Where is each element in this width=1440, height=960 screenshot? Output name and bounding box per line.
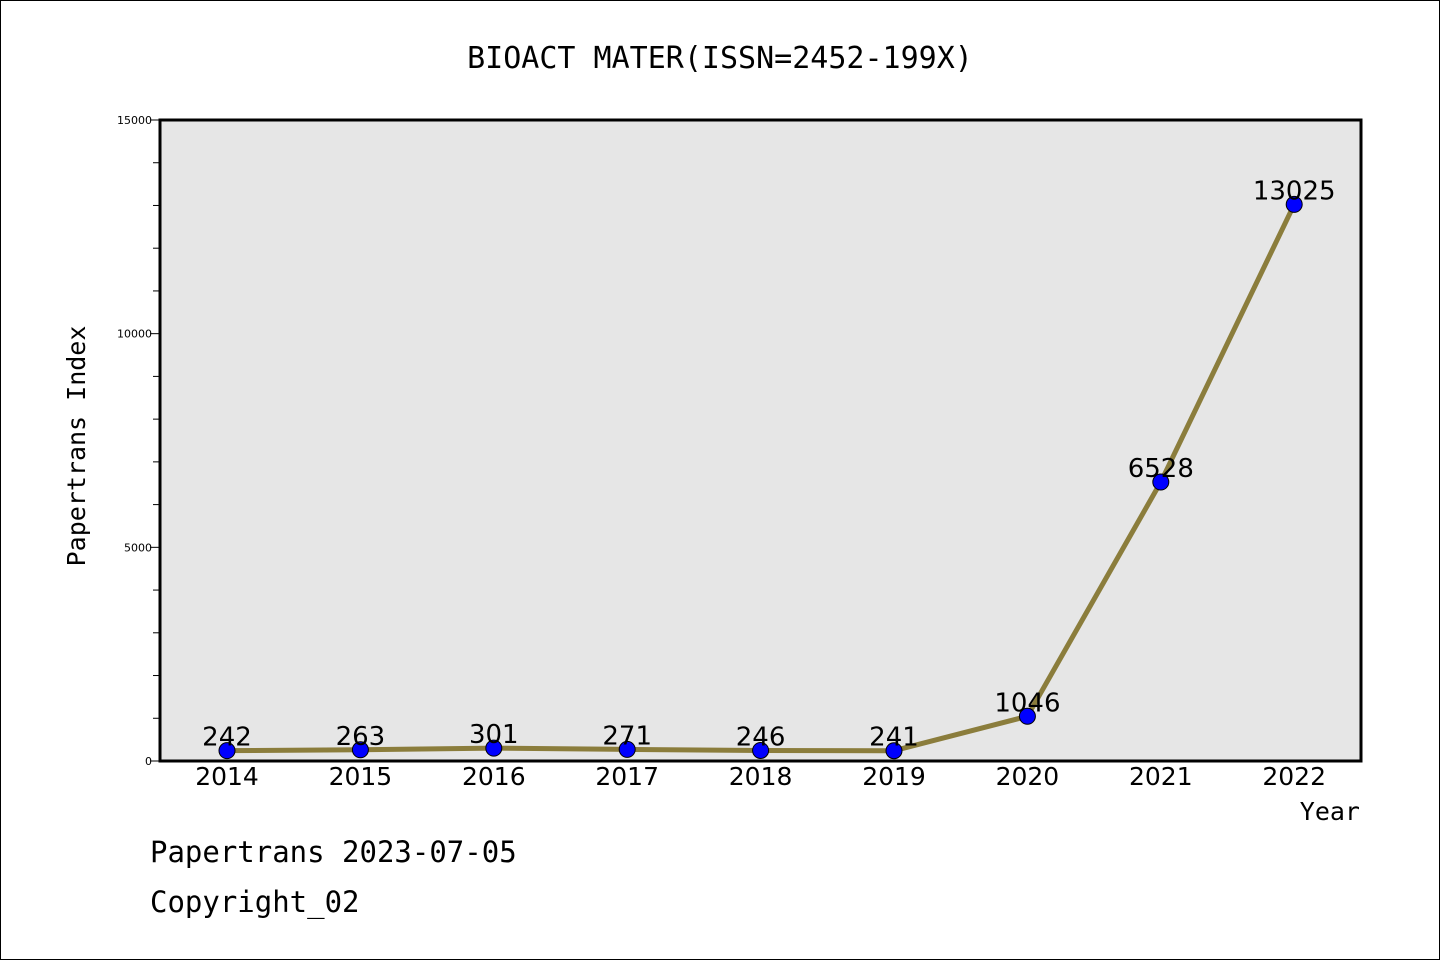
data-point bbox=[885, 742, 903, 760]
data-point bbox=[752, 741, 770, 759]
footer-copyright: Copyright_02 bbox=[150, 885, 360, 919]
data-point bbox=[485, 739, 503, 757]
plot-area bbox=[158, 118, 1363, 763]
data-markers bbox=[218, 195, 1303, 760]
chart-title: BIOACT MATER(ISSN=2452-199X) bbox=[467, 41, 973, 76]
data-point bbox=[618, 740, 636, 758]
y-tick-label: 10000 bbox=[117, 328, 152, 341]
data-labels: 242 263 301 271 246 241 1046 6528 13025 bbox=[202, 176, 1335, 752]
data-point bbox=[1152, 473, 1170, 491]
data-label: 263 bbox=[336, 722, 386, 752]
data-point bbox=[1018, 707, 1036, 725]
y-tick-label: 0 bbox=[145, 755, 152, 768]
footer-date: Papertrans 2023-07-05 bbox=[150, 835, 517, 869]
data-label: 13025 bbox=[1253, 176, 1336, 206]
x-tick-label: 2017 bbox=[595, 762, 659, 791]
y-tick-label: 5000 bbox=[124, 541, 152, 554]
data-label: 246 bbox=[736, 722, 786, 752]
x-tick-label: 2014 bbox=[195, 762, 259, 791]
x-tick-label: 2021 bbox=[1129, 762, 1193, 791]
data-label: 6528 bbox=[1128, 454, 1194, 484]
x-tick-label: 2016 bbox=[462, 762, 526, 791]
x-tick-label: 2019 bbox=[862, 762, 926, 791]
x-tick-labels: 2014 2015 2016 2017 2018 2019 2020 2021 2022 bbox=[195, 762, 1326, 791]
x-tick-label: 2022 bbox=[1262, 762, 1326, 791]
x-tick-label: 2020 bbox=[996, 762, 1060, 791]
x-axis-label: Year bbox=[1300, 797, 1360, 826]
data-label: 242 bbox=[202, 723, 252, 753]
y-tick-labels: 0 5000 10000 15000 bbox=[117, 114, 152, 768]
data-point bbox=[1285, 195, 1303, 213]
x-tick-label: 2018 bbox=[729, 762, 793, 791]
data-point bbox=[218, 742, 236, 760]
y-minor-ticks bbox=[150, 119, 160, 762]
y-axis-label: Papertrans Index bbox=[62, 326, 91, 567]
y-tick-label: 15000 bbox=[117, 114, 152, 127]
data-label: 271 bbox=[602, 721, 652, 751]
data-label: 1046 bbox=[994, 688, 1060, 718]
data-label: 241 bbox=[869, 723, 919, 753]
data-label: 301 bbox=[469, 720, 519, 750]
data-point bbox=[351, 741, 369, 759]
x-tick-label: 2015 bbox=[329, 762, 393, 791]
